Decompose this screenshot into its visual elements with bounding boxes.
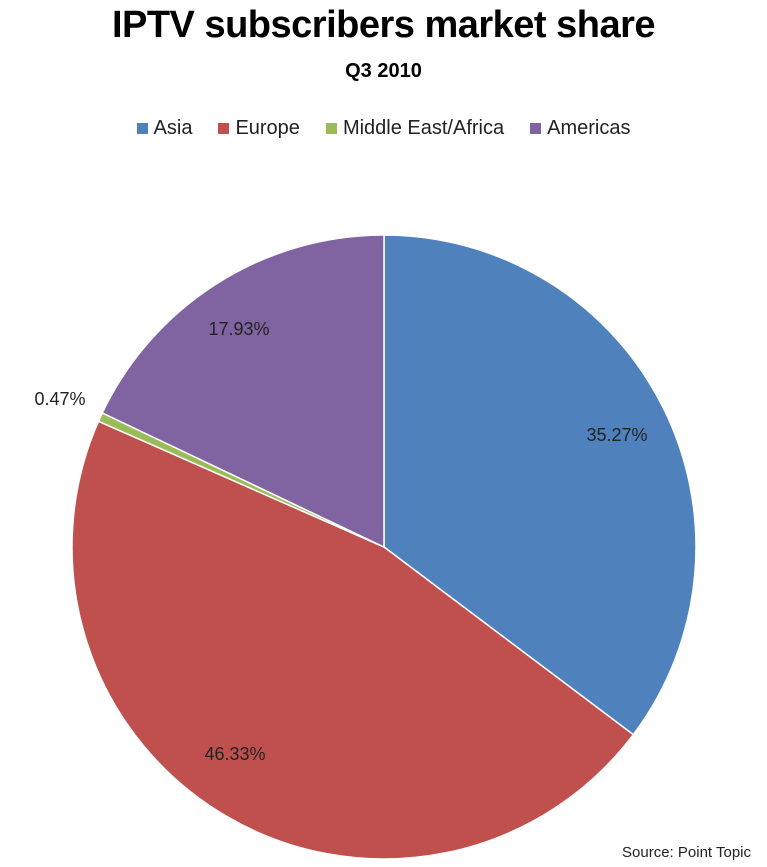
legend-label-middle-east-africa: Middle East/Africa [342,117,505,139]
legend-item-americas: Americas [530,117,630,140]
legend-swatch-americas [530,123,542,134]
pie-slice-asia [383,234,697,736]
legend-label-asia: Asia [153,117,193,139]
legend-label-europe: Europe [235,117,300,139]
data-label-middle-east-africa: 0.47% [34,389,85,409]
legend-label-americas: Americas [547,117,631,139]
legend-item-europe: Europe [218,117,300,140]
legend-swatch-middle-east-africa [325,123,337,134]
data-label-europe: 46.33% [204,744,265,764]
legend-item-middle-east-africa: Middle East/Africa [325,117,505,140]
data-label-asia: 35.27% [586,425,647,445]
data-label-americas: 17.93% [208,319,269,339]
legend-swatch-europe [218,123,230,134]
source-note: Source: Point Topic [622,844,751,861]
pie-slice-europe [71,420,635,860]
chart-subtitle: Q3 2010 [345,60,422,82]
legend-swatch-asia [136,123,148,134]
legend-item-asia: Asia [136,117,193,140]
chart-title: IPTV subscribers market share [111,4,656,46]
chart-legend: Asia Europe Middle East/Africa Americas [0,117,767,140]
pie-slice-americas [101,234,385,549]
